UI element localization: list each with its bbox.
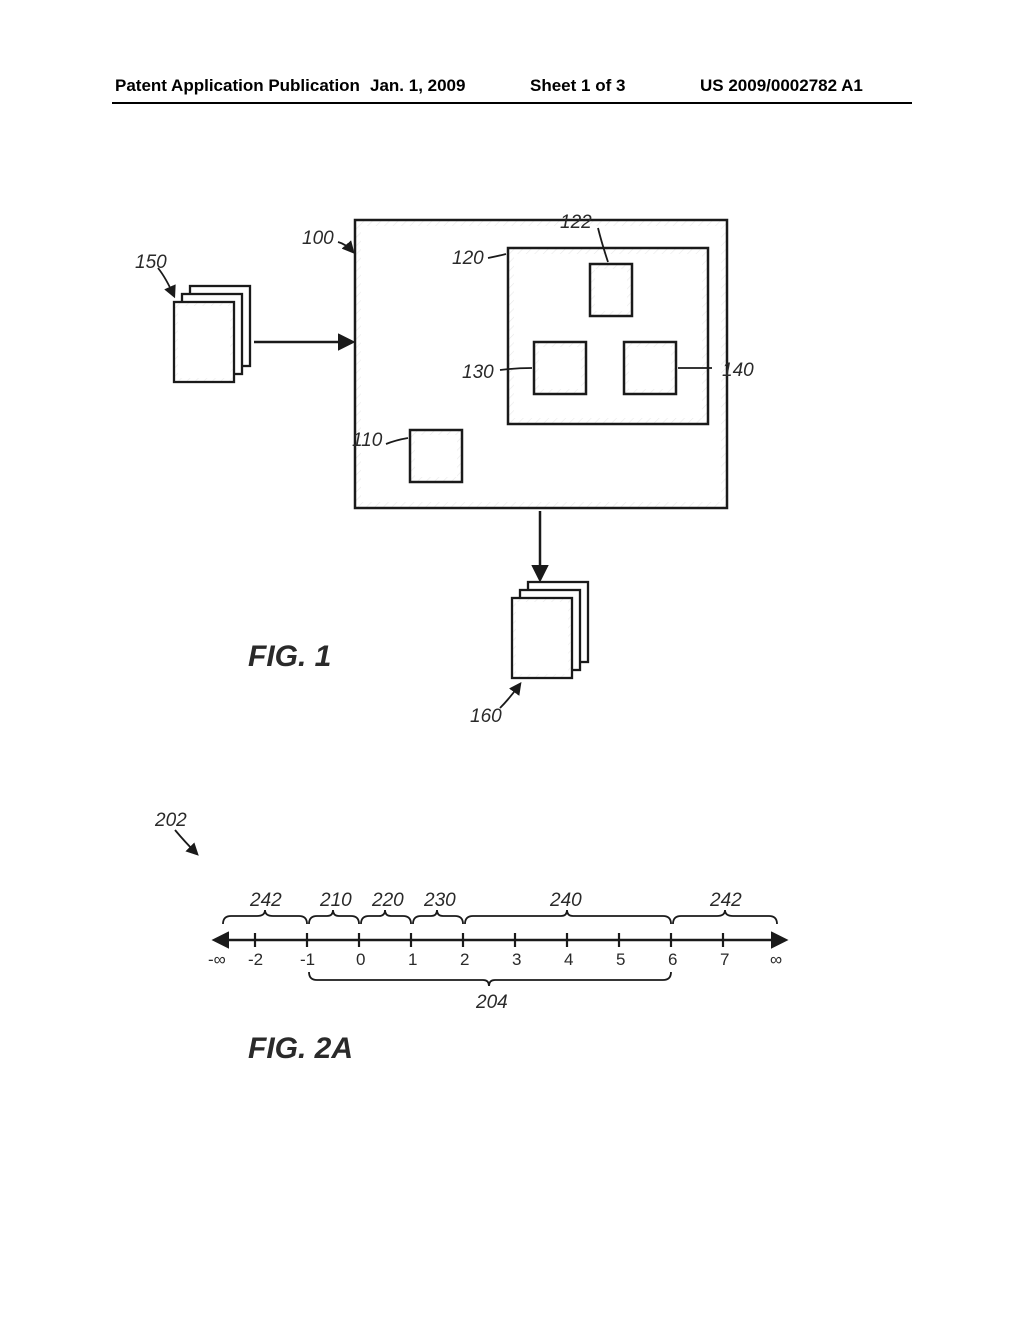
tick-7: 7 [720, 950, 729, 970]
fig2a-label: FIG. 2A [248, 1032, 353, 1066]
tick-n2: -2 [248, 950, 263, 970]
ref-230: 230 [424, 890, 456, 912]
header-pubnum: US 2009/0002782 A1 [700, 76, 863, 96]
tick-n1: -1 [300, 950, 315, 970]
header-date: Jan. 1, 2009 [370, 76, 465, 96]
tick-5: 5 [616, 950, 625, 970]
tick-1: 1 [408, 950, 417, 970]
ref-210: 210 [320, 890, 352, 912]
ref-160: 160 [470, 706, 502, 728]
ref-122: 122 [560, 212, 592, 234]
ref-100: 100 [302, 228, 334, 250]
ref-150: 150 [135, 252, 167, 274]
tick-neg-inf: -∞ [208, 950, 226, 970]
header-sheet: Sheet 1 of 3 [530, 76, 625, 96]
tick-2: 2 [460, 950, 469, 970]
ref-240: 240 [550, 890, 582, 912]
ref-204: 204 [476, 992, 508, 1014]
ref-120: 120 [452, 248, 484, 270]
figure-1 [130, 200, 830, 765]
ref-130: 130 [462, 362, 494, 384]
ref-110: 110 [352, 430, 382, 452]
tick-pos-inf: ∞ [770, 950, 782, 970]
ref-242L: 242 [250, 890, 282, 912]
header-rule [112, 102, 912, 104]
fig1-label: FIG. 1 [248, 640, 331, 674]
ref-220: 220 [372, 890, 404, 912]
tick-4: 4 [564, 950, 573, 970]
ref-242R: 242 [710, 890, 742, 912]
tick-0: 0 [356, 950, 365, 970]
header-left: Patent Application Publication [115, 76, 360, 96]
ref-202: 202 [155, 810, 187, 832]
tick-6: 6 [668, 950, 677, 970]
ref-140: 140 [722, 360, 754, 382]
tick-3: 3 [512, 950, 521, 970]
